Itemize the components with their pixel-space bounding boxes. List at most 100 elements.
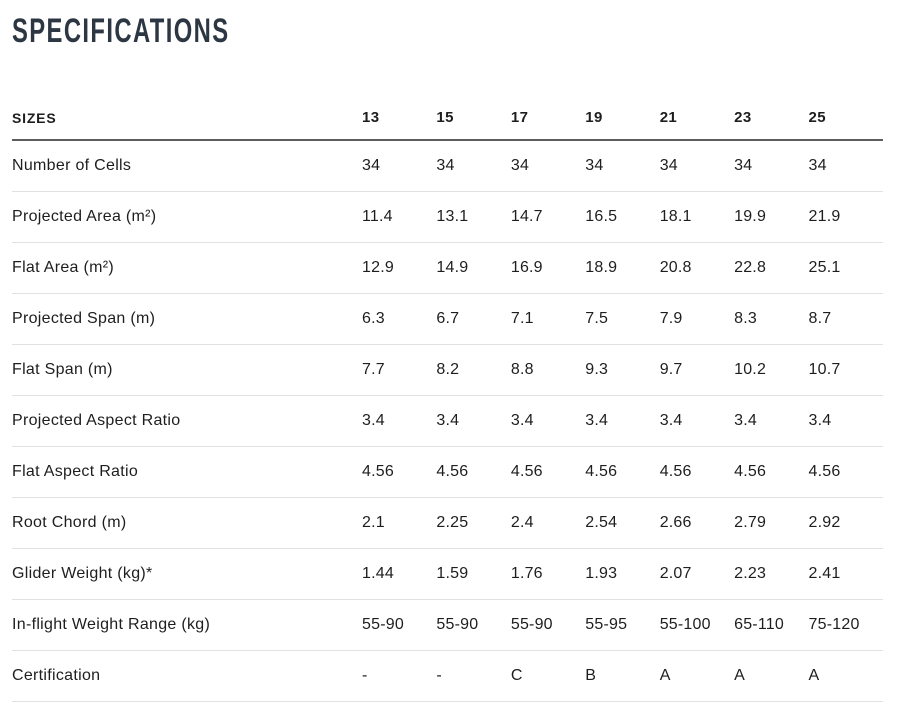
table-row: Certification - - C B A A A — [12, 650, 883, 702]
spec-value-cell: 34 — [362, 140, 437, 192]
row-label: Root Chord (m) — [12, 497, 362, 549]
table-row: Glider Weight (kg)* 1.44 1.59 1.76 1.93 2.07 2… — [12, 548, 883, 600]
spec-value-cell: B — [585, 650, 660, 702]
spec-value-cell: 13.1 — [436, 191, 511, 243]
header-size-21: 21 — [659, 96, 735, 141]
spec-value-cell: 22.8 — [734, 242, 809, 294]
spec-value-cell: 4.56 — [659, 446, 735, 498]
spec-value-cell: 2.25 — [436, 497, 511, 549]
spec-value-cell: 34 — [585, 140, 660, 192]
spec-value-cell: 75-120 — [808, 599, 883, 651]
spec-value-cell: 1.59 — [436, 548, 511, 600]
spec-value-cell: 9.3 — [585, 344, 660, 396]
spec-value-cell: 20.8 — [659, 242, 735, 294]
table-row: Root Chord (m) 2.1 2.25 2.4 2.54 2.66 2.79 2.92 — [12, 497, 883, 549]
spec-value-cell: 14.7 — [510, 191, 586, 243]
spec-value-cell: 2.23 — [734, 548, 809, 600]
spec-value-cell: 2.1 — [362, 497, 437, 549]
spec-value-cell: 10.7 — [808, 344, 883, 396]
spec-value-cell: 6.3 — [362, 293, 437, 345]
spec-value-cell: 11.4 — [362, 191, 437, 243]
table-row: Projected Aspect Ratio 3.4 3.4 3.4 3.4 3.4 3.4… — [12, 395, 883, 447]
row-label: Glider Weight (kg)* — [12, 548, 362, 600]
spec-value-cell: - — [436, 650, 511, 702]
spec-value-cell: 34 — [808, 140, 883, 192]
table-row: Number of Cells 34 34 34 34 34 34 34 — [12, 140, 883, 192]
spec-value-cell: 10.2 — [734, 344, 809, 396]
spec-value-cell: A — [659, 650, 735, 702]
spec-value-cell: 2.79 — [734, 497, 809, 549]
spec-value-cell: 3.4 — [510, 395, 586, 447]
header-size-25: 25 — [808, 96, 883, 141]
header-size-15: 15 — [436, 96, 511, 141]
spec-value-cell: 4.56 — [436, 446, 511, 498]
spec-value-cell: 14.9 — [436, 242, 511, 294]
spec-value-cell: 55-100 — [659, 599, 735, 651]
spec-value-cell: 4.56 — [362, 446, 437, 498]
spec-value-cell: 3.4 — [436, 395, 511, 447]
spec-value-cell: 8.8 — [510, 344, 586, 396]
spec-value-cell: 4.56 — [808, 446, 883, 498]
row-label: Number of Cells — [12, 140, 362, 192]
spec-value-cell: 8.2 — [436, 344, 511, 396]
row-label: Flat Area (m²) — [12, 242, 362, 294]
spec-value-cell: 1.76 — [510, 548, 586, 600]
header-size-19: 19 — [585, 96, 660, 141]
spec-value-cell: 3.4 — [734, 395, 809, 447]
spec-value-cell: 4.56 — [510, 446, 586, 498]
row-label: In-flight Weight Range (kg) — [12, 599, 362, 651]
spec-value-cell: 2.66 — [659, 497, 735, 549]
spec-value-cell: A — [734, 650, 809, 702]
spec-value-cell: 55-90 — [510, 599, 586, 651]
spec-value-cell: 55-90 — [436, 599, 511, 651]
table-row: Flat Span (m) 7.7 8.2 8.8 9.3 9.7 10.2 10.7 — [12, 344, 883, 396]
header-size-23: 23 — [734, 96, 809, 141]
header-size-17: 17 — [510, 96, 586, 141]
row-label: Projected Aspect Ratio — [12, 395, 362, 447]
spec-value-cell: 9.7 — [659, 344, 735, 396]
spec-value-cell: A — [808, 650, 883, 702]
spec-value-cell: 2.4 — [510, 497, 586, 549]
spec-value-cell: 2.41 — [808, 548, 883, 600]
table-header-row: SIZES 13 15 17 19 21 23 25 — [12, 96, 883, 141]
row-label: Certification — [12, 650, 362, 702]
spec-value-cell: 1.44 — [362, 548, 437, 600]
spec-value-cell: 3.4 — [362, 395, 437, 447]
spec-value-cell: 7.7 — [362, 344, 437, 396]
spec-value-cell: 7.5 — [585, 293, 660, 345]
spec-value-cell: 2.92 — [808, 497, 883, 549]
table-row: Projected Area (m²) 11.4 13.1 14.7 16.5 18.1 1… — [12, 191, 883, 243]
spec-value-cell: 7.1 — [510, 293, 586, 345]
spec-value-cell: 34 — [659, 140, 735, 192]
spec-value-cell: 7.9 — [659, 293, 735, 345]
spec-value-cell: 3.4 — [585, 395, 660, 447]
spec-value-cell: 6.7 — [436, 293, 511, 345]
table-row: Flat Area (m²) 12.9 14.9 16.9 18.9 20.8 22.8 25… — [12, 242, 883, 294]
spec-value-cell: 34 — [436, 140, 511, 192]
spec-value-cell: 4.56 — [585, 446, 660, 498]
spec-value-cell: - — [362, 650, 437, 702]
specifications-section: SPECIFICATIONS SIZES 13 15 17 19 21 23 25 Numb… — [12, 12, 883, 702]
table-row: Flat Aspect Ratio 4.56 4.56 4.56 4.56 4.56 4.5… — [12, 446, 883, 498]
specifications-table: SIZES 13 15 17 19 21 23 25 Number of Cells 34 34… — [12, 96, 883, 702]
spec-value-cell: 2.54 — [585, 497, 660, 549]
page-title: SPECIFICATIONS — [12, 12, 230, 50]
spec-value-cell: 34 — [734, 140, 809, 192]
row-label: Projected Area (m²) — [12, 191, 362, 243]
table-row: In-flight Weight Range (kg) 55-90 55-90 55-… — [12, 599, 883, 651]
header-size-13: 13 — [362, 96, 437, 141]
spec-value-cell: 19.9 — [734, 191, 809, 243]
spec-value-cell: 18.1 — [659, 191, 735, 243]
header-sizes-label: SIZES — [12, 96, 362, 141]
spec-value-cell: 16.5 — [585, 191, 660, 243]
spec-value-cell: 16.9 — [510, 242, 586, 294]
spec-value-cell: 55-95 — [585, 599, 660, 651]
spec-value-cell: 2.07 — [659, 548, 735, 600]
spec-value-cell: 55-90 — [362, 599, 437, 651]
spec-value-cell: 8.7 — [808, 293, 883, 345]
spec-value-cell: 4.56 — [734, 446, 809, 498]
row-label: Flat Aspect Ratio — [12, 446, 362, 498]
spec-value-cell: 1.93 — [585, 548, 660, 600]
spec-value-cell: 18.9 — [585, 242, 660, 294]
spec-value-cell: 3.4 — [808, 395, 883, 447]
